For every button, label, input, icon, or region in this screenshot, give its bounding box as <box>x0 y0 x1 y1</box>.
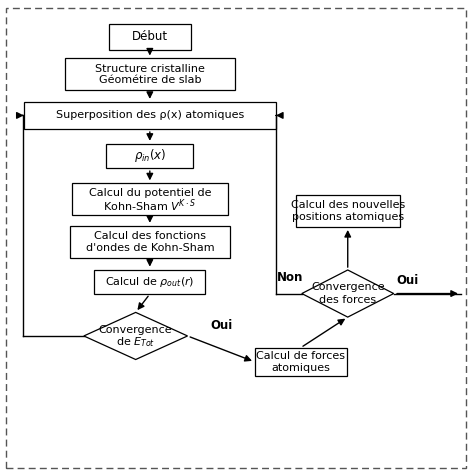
Text: Début: Début <box>132 30 168 43</box>
Text: Calcul des nouvelles
positions atomiques: Calcul des nouvelles positions atomiques <box>291 201 405 222</box>
Bar <box>65 58 235 91</box>
Text: de $E_{Tot}$: de $E_{Tot}$ <box>116 335 155 349</box>
Text: Calcul des fonctions
d'ondes de Kohn-Sham: Calcul des fonctions d'ondes de Kohn-Sha… <box>85 231 214 253</box>
Text: Non: Non <box>277 271 303 283</box>
Bar <box>106 144 193 168</box>
Text: Kohn-Sham $V^{K \cdot S}$: Kohn-Sham $V^{K \cdot S}$ <box>103 197 196 214</box>
Bar <box>109 24 191 50</box>
Text: Superposition des ρ(x) atomiques: Superposition des ρ(x) atomiques <box>56 110 244 120</box>
Bar <box>70 226 230 258</box>
Text: des forces: des forces <box>319 295 376 305</box>
Text: Structure cristalline
Géométire de slab: Structure cristalline Géométire de slab <box>95 64 205 85</box>
Text: Oui: Oui <box>210 319 232 332</box>
Text: Convergence: Convergence <box>311 283 384 292</box>
Text: Calcul de forces
atomiques: Calcul de forces atomiques <box>256 351 345 373</box>
Bar <box>72 183 228 215</box>
Text: Calcul du potentiel de: Calcul du potentiel de <box>89 188 211 198</box>
Bar <box>296 195 400 227</box>
Text: Convergence: Convergence <box>99 325 173 335</box>
Polygon shape <box>84 312 188 359</box>
Polygon shape <box>302 270 394 317</box>
Bar <box>255 348 346 376</box>
Text: Calcul de $\rho_{out}(r)$: Calcul de $\rho_{out}(r)$ <box>105 275 194 289</box>
Text: Oui: Oui <box>397 274 419 287</box>
Bar <box>24 102 276 129</box>
Bar <box>94 270 205 294</box>
Text: $\rho_{in}(x)$: $\rho_{in}(x)$ <box>134 147 166 164</box>
